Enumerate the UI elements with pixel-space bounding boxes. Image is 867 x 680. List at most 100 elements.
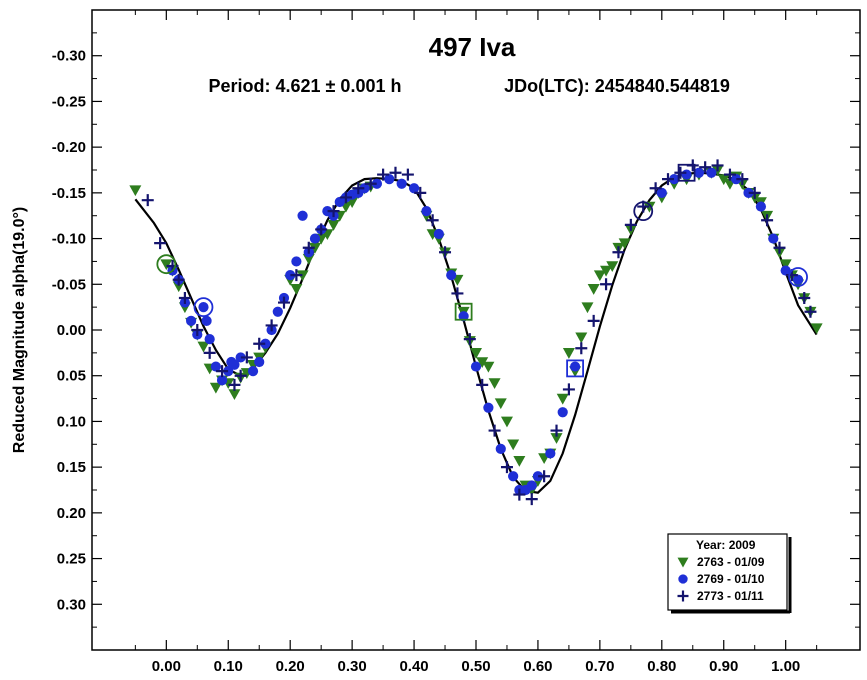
data-point-series-2	[780, 265, 791, 276]
data-point-series-2	[291, 256, 302, 267]
data-point-series-3	[711, 159, 724, 172]
data-point-series-1	[606, 261, 619, 272]
x-tick-label: 0.00	[152, 658, 181, 675]
data-point-series-3	[500, 461, 513, 474]
data-point-series-2	[185, 315, 197, 326]
data-point-series-3	[612, 246, 625, 259]
data-point-series-3	[339, 191, 352, 204]
data-point-series-2	[216, 375, 228, 386]
data-point-series-3	[674, 166, 687, 179]
data-point-series-1	[507, 439, 520, 451]
data-point-series-3	[389, 166, 402, 179]
data-point-series-1	[618, 238, 631, 250]
legend-entry-label: 2763 - 01/09	[697, 555, 765, 569]
data-point-series-2	[309, 233, 321, 244]
data-point-series-2	[371, 178, 383, 189]
data-point-series-1	[550, 433, 563, 444]
legend-marker-1	[677, 557, 689, 568]
legend-marker-3	[677, 590, 689, 602]
y-tick-label: -0.30	[52, 48, 86, 65]
data-point-series-3	[699, 161, 712, 174]
legend-box	[667, 533, 788, 611]
data-point-series-2	[229, 359, 240, 370]
data-point-series-3	[154, 237, 167, 250]
data-point-series-2	[545, 448, 556, 459]
data-point-series-3	[302, 241, 315, 254]
highlight-circle	[193, 297, 214, 318]
data-point-series-1	[581, 302, 594, 314]
data-point-series-2	[470, 361, 482, 372]
data-point-series-3	[575, 342, 588, 355]
data-point-series-1	[160, 259, 173, 271]
data-point-series-3	[649, 182, 662, 195]
data-point-series-3	[624, 218, 637, 231]
data-points-group	[129, 159, 823, 506]
x-tick-label: 0.90	[709, 658, 738, 675]
data-point-series-2	[247, 366, 259, 377]
y-tick-label: -0.05	[52, 276, 86, 293]
data-point-series-1	[779, 259, 792, 271]
data-point-series-1	[209, 382, 222, 394]
data-point-series-2	[557, 407, 568, 418]
y-tick-label: 0.05	[57, 368, 86, 385]
data-point-series-1	[308, 242, 321, 254]
data-point-series-1	[327, 220, 340, 231]
legend-marker-2	[678, 574, 688, 584]
data-point-series-3	[488, 424, 501, 437]
chart-title: 497 Iva	[429, 32, 516, 62]
fit-curve-group	[134, 171, 818, 494]
data-point-series-2	[669, 174, 680, 185]
data-point-series-2	[731, 174, 742, 185]
data-point-series-2	[792, 274, 804, 285]
data-point-series-2	[755, 201, 767, 212]
data-point-series-1	[643, 201, 656, 213]
data-point-series-1	[810, 323, 823, 335]
data-point-series-3	[228, 378, 241, 391]
data-point-series-3	[240, 351, 253, 364]
data-point-series-1	[476, 357, 489, 368]
data-point-series-3	[662, 173, 674, 186]
x-tick-label: 0.30	[338, 658, 367, 675]
data-point-series-3	[377, 168, 390, 181]
data-point-series-2	[235, 352, 246, 363]
data-point-series-3	[172, 273, 185, 286]
y-tick-label: -0.15	[52, 185, 86, 202]
y-tick-label: -0.10	[52, 231, 86, 248]
data-point-series-2	[495, 443, 506, 454]
data-point-series-1	[593, 270, 606, 282]
data-point-series-1	[556, 393, 569, 405]
data-point-series-3	[203, 346, 216, 359]
data-point-series-3	[191, 324, 204, 336]
data-point-series-3	[804, 305, 817, 318]
data-point-series-2	[446, 270, 457, 281]
highlight-circle	[633, 201, 654, 222]
data-point-series-3	[525, 493, 538, 506]
data-point-series-2	[693, 167, 705, 178]
legend: Year: 2009 2763 - 01/09 2769 - 01/10 2773 …	[667, 533, 792, 614]
data-point-series-2	[743, 187, 754, 198]
data-point-series-2	[223, 366, 234, 377]
data-point-series-1	[172, 281, 185, 293]
highlight-square	[566, 359, 584, 378]
legend-entry-label: 2773 - 01/11	[697, 589, 764, 603]
y-tick-label: 0.15	[57, 459, 86, 476]
x-tick-label: 0.50	[461, 658, 490, 675]
data-point-series-2	[396, 178, 407, 189]
data-point-series-3	[315, 223, 328, 236]
data-point-series-3	[600, 278, 613, 291]
x-tick-label: 1.00	[771, 658, 800, 675]
data-point-series-3	[538, 470, 551, 483]
data-point-series-3	[216, 365, 229, 378]
data-point-series-3	[723, 168, 736, 181]
data-point-series-2	[421, 206, 432, 217]
data-point-series-2	[384, 174, 395, 185]
data-point-series-1	[500, 416, 513, 428]
data-point-series-3	[290, 269, 303, 282]
y-tick-label: 0.30	[57, 596, 86, 613]
data-point-series-2	[359, 183, 370, 194]
y-tick-label: 0.25	[57, 551, 86, 568]
data-point-series-1	[587, 284, 600, 295]
data-point-series-3	[414, 186, 427, 199]
highlight-markers-group	[156, 163, 808, 378]
